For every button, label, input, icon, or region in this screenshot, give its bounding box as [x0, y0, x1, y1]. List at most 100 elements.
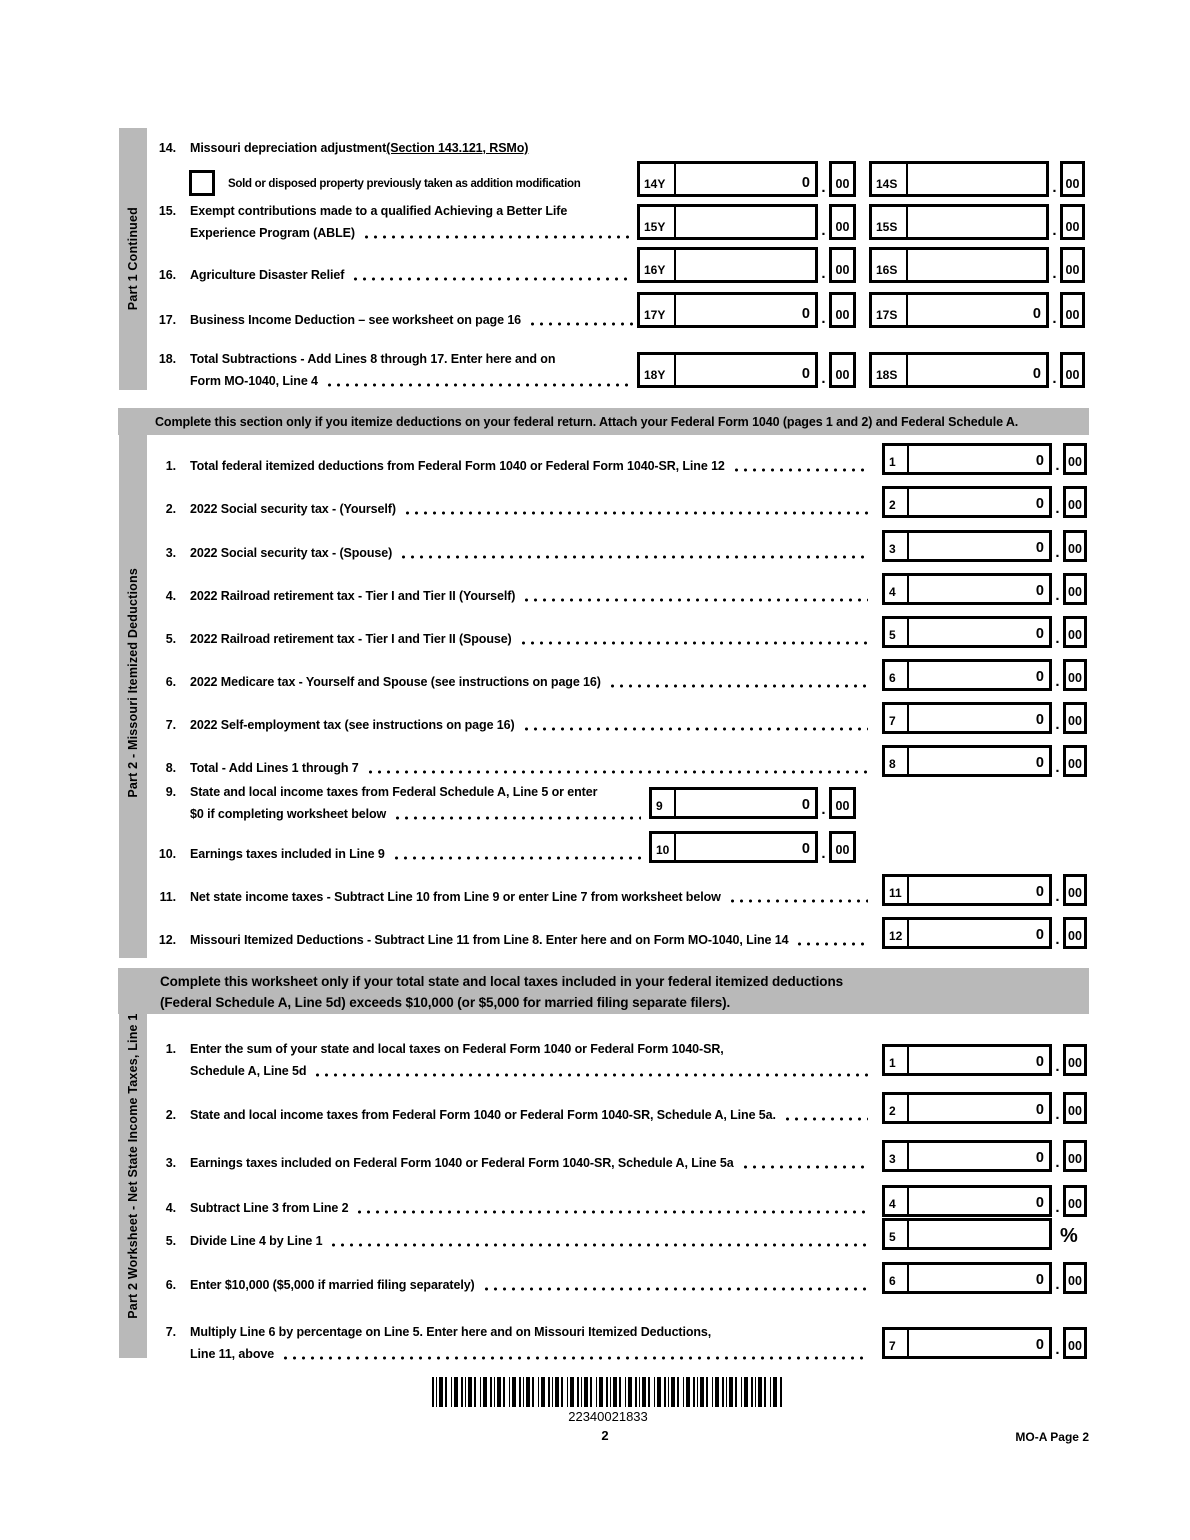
line-label: Enter the sum of your state and local ta… — [190, 1042, 724, 1056]
part2-line-2-row: 2. 2022 Social security tax - (Yourself) — [150, 495, 872, 516]
amount-field-16s: 16S . 00 — [869, 247, 1085, 283]
cents-box[interactable]: 00 — [1063, 874, 1087, 906]
barcode-number: 22340021833 — [568, 1409, 648, 1424]
amount-box-value[interactable]: 0 — [1035, 453, 1044, 469]
amount-box-value[interactable] — [908, 250, 1046, 280]
sold-disposed-checkbox[interactable] — [189, 170, 215, 196]
amount-box-value[interactable]: 0 — [1035, 496, 1044, 512]
cents-box[interactable]: 00 — [1063, 443, 1087, 475]
amount-box-value[interactable]: 0 — [1035, 540, 1044, 556]
amount-box-value[interactable] — [908, 207, 1046, 237]
line-number: 17. — [158, 313, 176, 327]
dot-leader — [355, 1200, 868, 1214]
cents-box[interactable]: 00 — [829, 161, 856, 197]
line-label: Missouri Itemized Deductions - Subtract … — [190, 933, 789, 947]
amount-box-label: 18S — [872, 355, 908, 385]
part2-header-band: Complete this section only if you itemiz… — [118, 408, 1089, 435]
amount-box-value[interactable]: 0 — [1035, 1054, 1044, 1070]
decimal-separator: . — [1052, 179, 1057, 196]
amount-box-value[interactable]: 0 — [1035, 1337, 1044, 1353]
amount-box-value[interactable] — [676, 207, 815, 237]
amount-box-label: 1 — [885, 1047, 909, 1073]
cents-box[interactable]: 00 — [1063, 1185, 1087, 1217]
line-number: 4. — [165, 589, 176, 603]
part2-line-1-row: 1. Total federal itemized deductions from… — [150, 452, 872, 473]
amount-box-value[interactable]: 0 — [1035, 626, 1044, 642]
amount-box-value[interactable]: 0 — [1035, 927, 1044, 943]
cents-box[interactable]: 00 — [829, 204, 856, 240]
amount-box-value[interactable]: 0 — [801, 797, 810, 813]
line-18-row: 18. Total Subtractions - Add Lines 8 thro… — [150, 344, 637, 388]
cents-box[interactable]: 00 — [829, 247, 856, 283]
amount-box-value[interactable]: 0 — [1035, 884, 1044, 900]
cents-box[interactable]: 00 — [1063, 702, 1087, 734]
cents-box[interactable]: 00 — [829, 831, 856, 863]
amount-box-value[interactable]: 0 — [1035, 712, 1044, 728]
dot-leader — [782, 1107, 868, 1121]
line-label: Line 11, above — [190, 1347, 275, 1361]
amount-box-value[interactable]: 0 — [801, 175, 810, 191]
amount-field-15s: 15S . 00 — [869, 204, 1085, 240]
cents-box[interactable]: 00 — [1063, 486, 1087, 518]
line-number: 10. — [158, 847, 176, 861]
amount-box-value[interactable] — [908, 164, 1046, 194]
amount-box-value[interactable] — [909, 1221, 1049, 1247]
line-number: 14. — [158, 141, 176, 155]
cents-box[interactable]: 00 — [1060, 292, 1085, 328]
cents-box[interactable]: 00 — [1063, 1140, 1087, 1172]
amount-box-label: 6 — [885, 1265, 909, 1291]
line-number: 15. — [158, 204, 176, 218]
amount-box-value[interactable]: 0 — [801, 841, 810, 857]
barcode — [432, 1377, 784, 1407]
amount-box-value[interactable]: 0 — [1035, 583, 1044, 599]
line-label: Enter $10,000 ($5,000 if married filing … — [190, 1278, 475, 1292]
cents-box[interactable]: 00 — [1063, 917, 1087, 949]
statute-reference-link[interactable]: (Section 143.121, RSMo) — [386, 141, 529, 155]
cents-box[interactable]: 00 — [829, 292, 856, 328]
cents-box[interactable]: 00 — [1063, 1327, 1087, 1359]
amount-box-label: 4 — [885, 576, 909, 602]
cents-box[interactable]: 00 — [1063, 530, 1087, 562]
cents-box[interactable]: 00 — [1060, 247, 1085, 283]
cents-box[interactable]: 00 — [1063, 659, 1087, 691]
cents-box[interactable]: 00 — [1063, 1044, 1087, 1076]
cents-box[interactable]: 00 — [1060, 161, 1085, 197]
amount-box-value[interactable]: 0 — [1035, 1102, 1044, 1118]
form-footer-label: MO-A Page 2 — [1015, 1430, 1089, 1444]
amount-box-value[interactable]: 0 — [1035, 1150, 1044, 1166]
amount-box-value[interactable]: 0 — [1035, 1272, 1044, 1288]
amount-box-value[interactable]: 0 — [1035, 1195, 1044, 1211]
line-16-row: 16. Agriculture Disaster Relief — [150, 261, 637, 282]
amount-box-value[interactable]: 0 — [1035, 755, 1044, 771]
amount-box-value[interactable] — [676, 250, 815, 280]
cents-box[interactable]: 00 — [1063, 616, 1087, 648]
cents-box[interactable]: 00 — [1063, 745, 1087, 777]
decimal-separator: . — [1055, 1276, 1060, 1293]
amount-box-value[interactable]: 0 — [1032, 306, 1041, 322]
amount-box-value[interactable]: 0 — [801, 366, 810, 382]
cents-box[interactable]: 00 — [1063, 1262, 1087, 1294]
decimal-separator: . — [821, 310, 826, 327]
amount-box-value[interactable]: 0 — [1035, 669, 1044, 685]
cents-box[interactable]: 00 — [829, 787, 856, 819]
cents-box[interactable]: 00 — [829, 352, 856, 388]
part2-amount-10: 10 0 . 00 — [649, 831, 856, 863]
decimal-separator: . — [821, 845, 826, 862]
line-label: 2022 Social security tax - (Yourself) — [190, 502, 396, 516]
line-number: 12. — [158, 933, 176, 947]
amount-box-label: 9 — [652, 790, 676, 816]
amount-box-value[interactable]: 0 — [801, 306, 810, 322]
cents-box[interactable]: 00 — [1060, 352, 1085, 388]
cents-box[interactable]: 00 — [1060, 204, 1085, 240]
worksheet-header-band: Complete this worksheet only if your tot… — [118, 968, 1089, 1014]
line-label: Agriculture Disaster Relief — [190, 268, 345, 282]
line-number: 11. — [159, 890, 176, 904]
line-label: Schedule A, Line 5d — [190, 1064, 307, 1078]
amount-box-value[interactable]: 0 — [1032, 366, 1041, 382]
line-number: 16. — [158, 268, 176, 282]
line-label: 2022 Railroad retirement tax - Tier I an… — [190, 589, 516, 603]
part1-sidebar-label: Part 1 Continued — [126, 207, 140, 311]
decimal-separator: . — [1055, 1106, 1060, 1123]
cents-box[interactable]: 00 — [1063, 1092, 1087, 1124]
cents-box[interactable]: 00 — [1063, 573, 1087, 605]
